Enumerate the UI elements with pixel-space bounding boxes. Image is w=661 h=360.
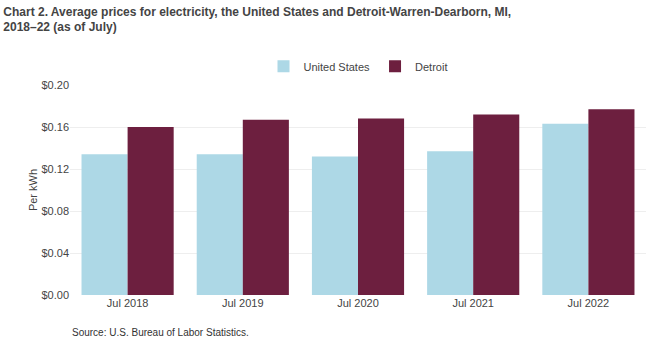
svg-text:Jul 2018: Jul 2018 — [107, 297, 149, 309]
svg-text:United States: United States — [304, 61, 371, 73]
svg-text:$0.20: $0.20 — [41, 79, 69, 91]
svg-text:Jul 2020: Jul 2020 — [337, 297, 379, 309]
svg-text:$0.08: $0.08 — [41, 205, 69, 217]
svg-text:Chart 2. Average prices for el: Chart 2. Average prices for electricity,… — [3, 5, 511, 35]
svg-text:$0.16: $0.16 — [41, 121, 69, 133]
svg-text:Per kWh: Per kWh — [27, 169, 39, 211]
svg-text:$0.00: $0.00 — [41, 289, 69, 301]
svg-text:Detroit: Detroit — [415, 61, 447, 73]
svg-text:Jul 2019: Jul 2019 — [222, 297, 264, 309]
svg-text:Jul 2021: Jul 2021 — [452, 297, 494, 309]
svg-text:$0.12: $0.12 — [41, 163, 69, 175]
svg-text:$0.04: $0.04 — [41, 247, 69, 259]
svg-text:Source: U.S. Bureau of Labor S: Source: U.S. Bureau of Labor Statistics. — [72, 327, 249, 338]
svg-text:Jul 2022: Jul 2022 — [568, 297, 610, 309]
